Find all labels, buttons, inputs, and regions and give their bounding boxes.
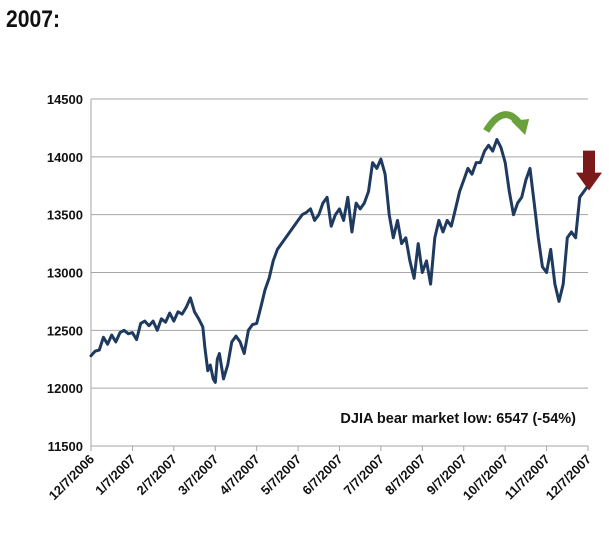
x-tick-label: 12/7/2007: [543, 452, 595, 504]
x-tick-label: 7/7/2007: [341, 452, 387, 498]
djia-series-line: [89, 138, 590, 384]
x-tick-label: 6/7/2007: [299, 452, 345, 498]
x-axis: [90, 99, 589, 451]
y-tick-label: 12000: [47, 381, 83, 396]
y-tick-label: 14000: [47, 150, 83, 165]
y-tick-label: 13000: [47, 266, 83, 281]
x-tick-label: 4/7/2007: [216, 452, 262, 498]
x-tick-label: 8/7/2007: [382, 452, 428, 498]
page-heading: 2007:: [6, 6, 61, 33]
x-tick-label: 12/7/2006: [46, 452, 98, 504]
bear-market-annotation: DJIA bear market low: 6547 (-54%): [340, 411, 576, 427]
gridlines: [91, 98, 588, 447]
y-tick-label: 11500: [48, 439, 83, 454]
x-tick-label: 5/7/2007: [258, 452, 304, 498]
x-tick-label: 1/7/2007: [92, 452, 138, 498]
y-tick-label: 13500: [47, 208, 83, 223]
x-tick-label: 2/7/2007: [134, 452, 180, 498]
y-axis-tick-labels: 11500 12000 12500 13000 13500 14000 14500: [47, 92, 83, 454]
curved-arrow-icon: [483, 111, 530, 135]
chart-markers: [483, 111, 602, 191]
x-tick-label: 10/7/2007: [460, 452, 512, 504]
y-tick-label: 14500: [47, 92, 83, 107]
down-arrow-icon: [576, 150, 602, 191]
x-axis-tick-labels: 12/7/20061/7/20072/7/20073/7/20074/7/200…: [46, 452, 595, 504]
x-tick-label: 3/7/2007: [175, 452, 221, 498]
y-tick-label: 12500: [47, 323, 83, 338]
